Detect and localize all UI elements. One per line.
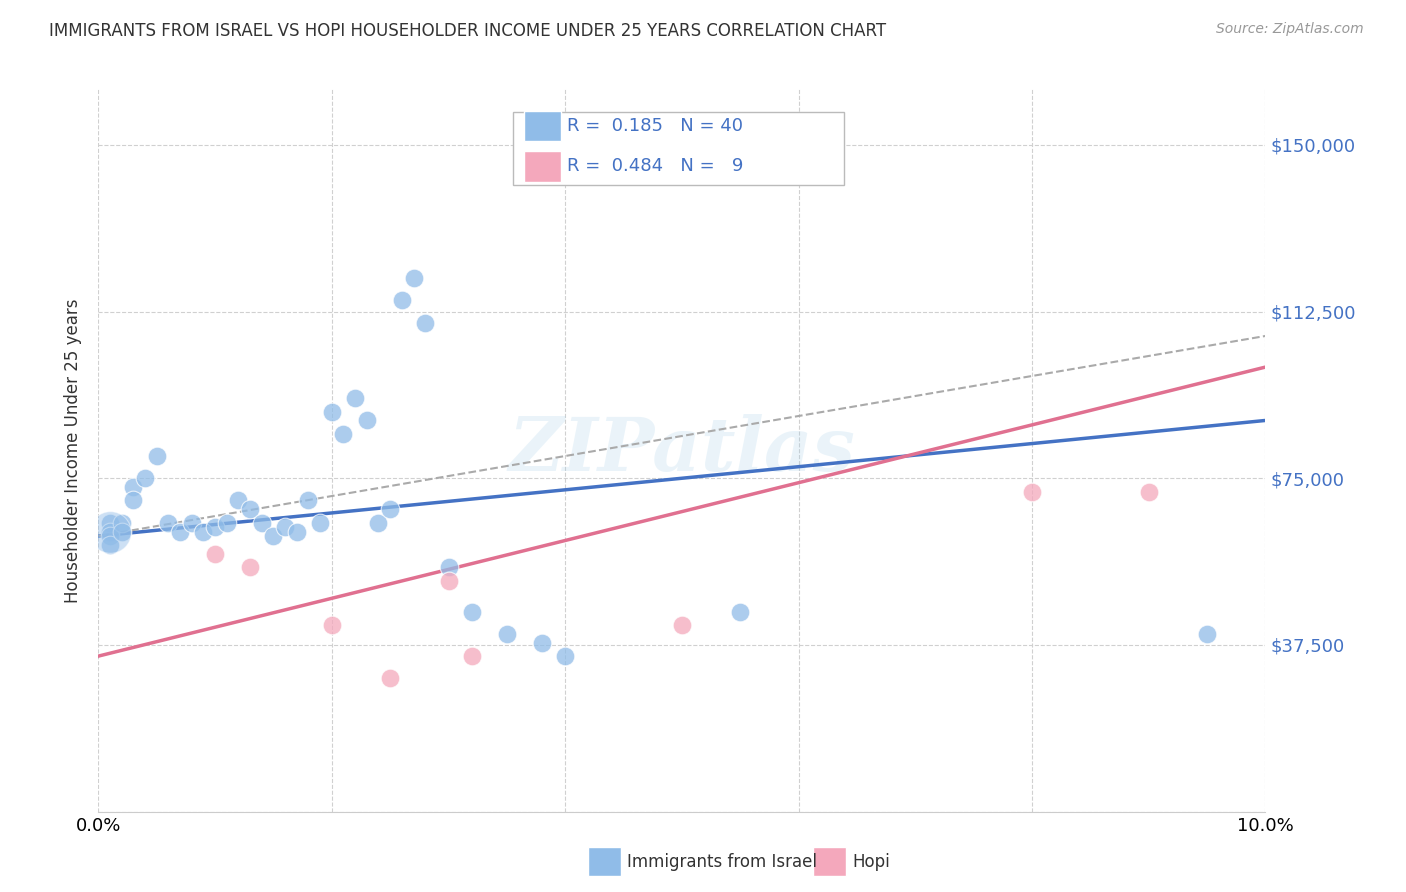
Point xyxy=(98,529,121,543)
Point xyxy=(122,493,145,508)
Point xyxy=(285,524,308,539)
Point xyxy=(274,520,297,534)
Point xyxy=(344,391,367,405)
Point xyxy=(169,524,191,539)
Point xyxy=(98,524,121,539)
Point xyxy=(1137,484,1160,499)
Text: R =  0.185   N = 40: R = 0.185 N = 40 xyxy=(567,117,742,135)
Point xyxy=(1195,627,1218,641)
Point xyxy=(250,516,273,530)
Point xyxy=(461,605,484,619)
Point xyxy=(730,605,752,619)
Point xyxy=(367,516,389,530)
Point xyxy=(321,404,343,418)
Point xyxy=(157,516,180,530)
Point xyxy=(671,618,693,632)
Point xyxy=(134,471,156,485)
Point xyxy=(122,480,145,494)
Point xyxy=(380,671,402,685)
Point xyxy=(111,516,134,530)
Point xyxy=(98,538,121,552)
Text: Immigrants from Israel: Immigrants from Israel xyxy=(627,853,817,871)
Point xyxy=(204,520,226,534)
Point xyxy=(356,413,378,427)
Text: Hopi: Hopi xyxy=(852,853,890,871)
Point xyxy=(180,516,202,530)
Point xyxy=(239,502,262,516)
Text: Source: ZipAtlas.com: Source: ZipAtlas.com xyxy=(1216,22,1364,37)
Text: R =  0.484   N =   9: R = 0.484 N = 9 xyxy=(567,157,742,176)
Point xyxy=(413,316,436,330)
Point xyxy=(309,516,332,530)
Point xyxy=(239,560,262,574)
Point xyxy=(530,636,553,650)
Point xyxy=(215,516,238,530)
Point xyxy=(461,649,484,664)
Point xyxy=(437,574,460,588)
Text: ZIPatlas: ZIPatlas xyxy=(509,414,855,487)
Point xyxy=(391,293,413,308)
Point xyxy=(98,516,121,530)
Point xyxy=(321,618,343,632)
Point xyxy=(437,560,460,574)
Point xyxy=(554,649,576,664)
Point xyxy=(228,493,250,508)
Point xyxy=(402,271,425,285)
Text: IMMIGRANTS FROM ISRAEL VS HOPI HOUSEHOLDER INCOME UNDER 25 YEARS CORRELATION CHA: IMMIGRANTS FROM ISRAEL VS HOPI HOUSEHOLD… xyxy=(49,22,886,40)
Point xyxy=(146,449,169,463)
Point xyxy=(193,524,215,539)
Point xyxy=(204,547,226,561)
Point xyxy=(98,524,121,539)
Point xyxy=(1021,484,1043,499)
Point xyxy=(332,426,354,441)
Point xyxy=(262,529,284,543)
Point xyxy=(111,524,134,539)
Y-axis label: Householder Income Under 25 years: Householder Income Under 25 years xyxy=(65,298,83,603)
Point xyxy=(380,502,402,516)
Point xyxy=(297,493,319,508)
Point xyxy=(496,627,519,641)
